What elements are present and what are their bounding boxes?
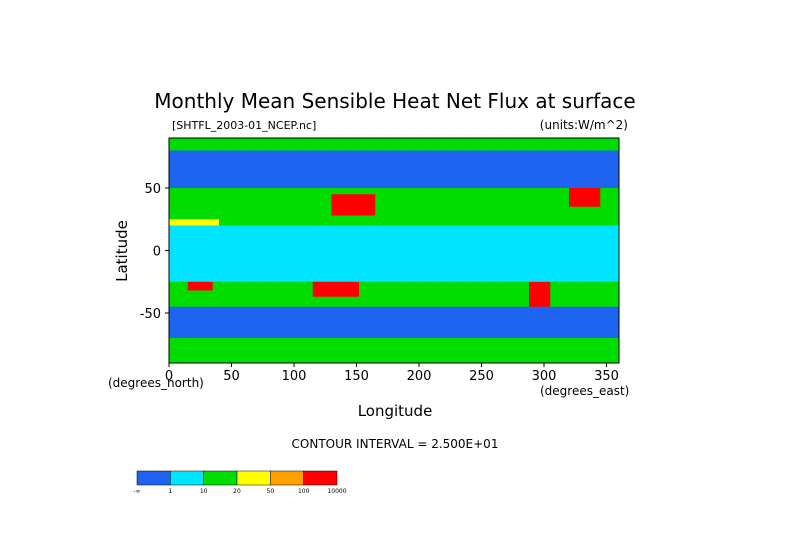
colorbar: -∞ 1 10 20 50 100 10000 bbox=[133, 470, 347, 495]
x-axis-ticks: 0 50 100 150 200 250 300 350 bbox=[165, 363, 619, 384]
contour-interval: CONTOUR INTERVAL = 2.500E+01 bbox=[292, 437, 499, 451]
heatmap-region bbox=[529, 281, 551, 313]
heatmap-area bbox=[169, 138, 619, 363]
colorbar-label: 100 bbox=[298, 488, 310, 495]
x-axis-unit: (degrees_east) bbox=[540, 384, 629, 398]
heatmap-region bbox=[331, 194, 376, 216]
colorbar-label: 20 bbox=[233, 488, 241, 495]
colorbar-swatch bbox=[136, 470, 171, 486]
y-axis-ticks: -50 0 50 bbox=[140, 182, 169, 322]
colorbar-label: 50 bbox=[267, 488, 275, 495]
x-tick-label: 350 bbox=[594, 369, 619, 384]
y-tick-label: -50 bbox=[140, 307, 161, 322]
colorbar-label: -∞ bbox=[133, 488, 140, 495]
heatmap-region bbox=[169, 225, 619, 282]
chart-title: Monthly Mean Sensible Heat Net Flux at s… bbox=[154, 89, 635, 113]
colorbar-label: 10 bbox=[200, 488, 208, 495]
colorbar-swatch bbox=[236, 470, 271, 486]
colorbar-swatch bbox=[270, 470, 304, 486]
y-axis-label: Latitude bbox=[113, 220, 131, 282]
heatmap-region bbox=[169, 306, 619, 338]
colorbar-swatch bbox=[203, 470, 238, 486]
x-tick-label: 200 bbox=[407, 369, 432, 384]
heatmap-region bbox=[169, 150, 619, 188]
colorbar-swatch bbox=[170, 470, 204, 486]
x-tick-label: 100 bbox=[282, 369, 307, 384]
y-axis-unit: (degrees_north) bbox=[108, 376, 204, 390]
x-tick-label: 150 bbox=[344, 369, 369, 384]
colorbar-label: 1 bbox=[168, 488, 172, 495]
x-tick-label: 300 bbox=[532, 369, 557, 384]
x-tick-label: 0 bbox=[165, 369, 173, 384]
colorbar-swatch bbox=[303, 470, 338, 486]
chart-units: (units:W/m^2) bbox=[540, 118, 628, 132]
chart-subtitle-left: [SHTFL_2003-01_NCEP.nc] bbox=[172, 119, 316, 132]
x-axis-label: Longitude bbox=[358, 402, 433, 420]
y-tick-label: 50 bbox=[144, 182, 161, 197]
x-tick-label: 50 bbox=[223, 369, 240, 384]
y-tick-label: 0 bbox=[153, 245, 161, 260]
colorbar-label: 10000 bbox=[327, 488, 346, 495]
x-tick-label: 250 bbox=[469, 369, 494, 384]
